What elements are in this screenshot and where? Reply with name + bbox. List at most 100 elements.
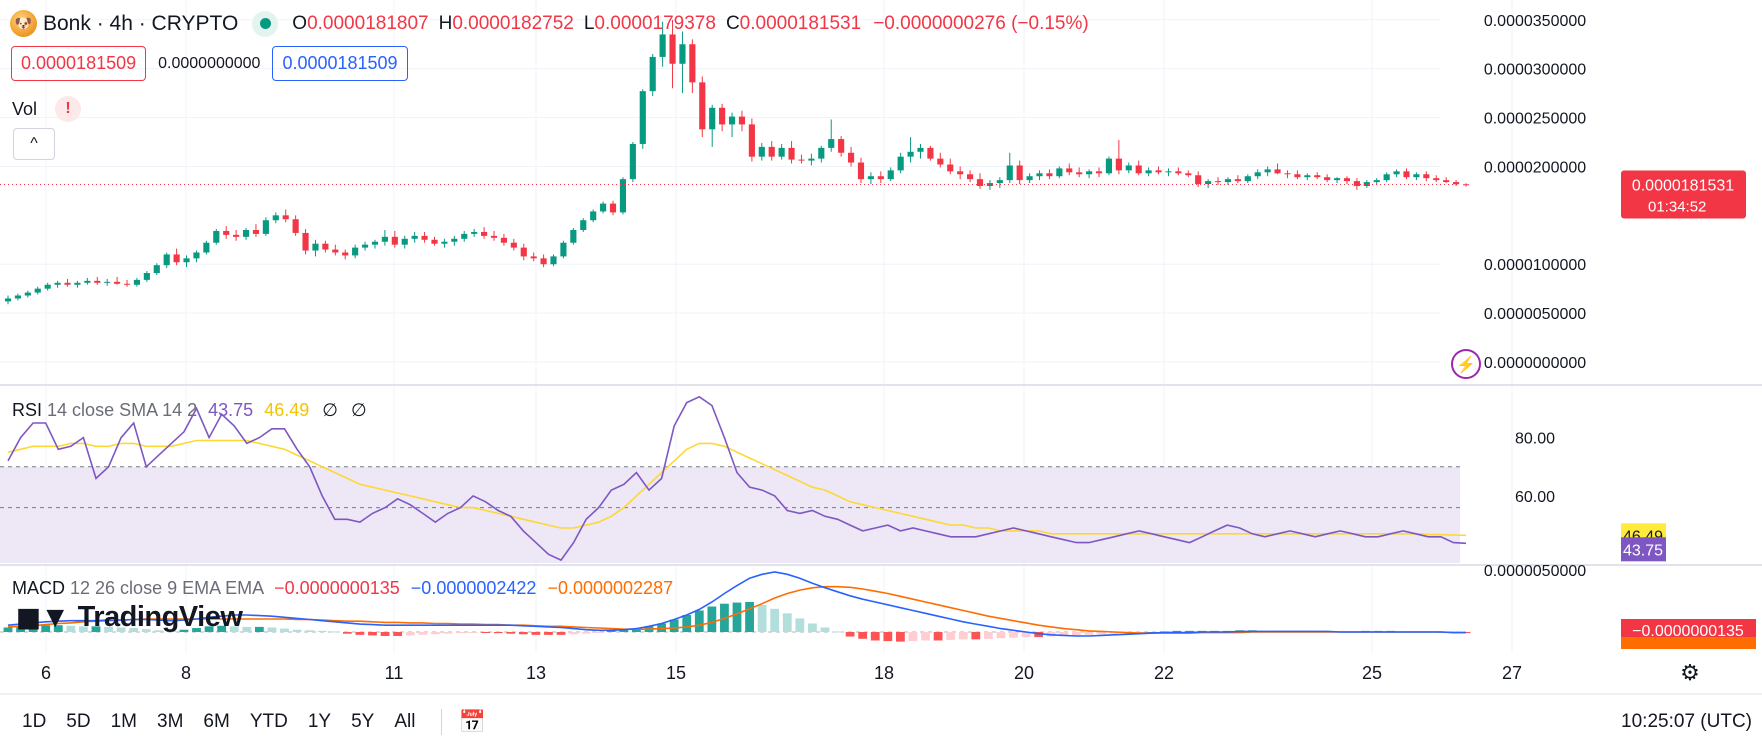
candle-body [471,231,478,234]
macd-histogram-bar [619,629,629,632]
macd-histogram-bar [141,629,151,632]
tradingview-logo[interactable]: ◼▼ TradingView [16,600,243,635]
macd-histogram-bar [921,632,930,641]
candle-body [1353,181,1360,186]
collapse-legend-button[interactable]: ^ [13,128,55,160]
macd-histogram-bar [393,632,403,636]
macd-histogram-bar [418,632,428,635]
candle-body [1155,170,1162,173]
macd-histogram-bar [1009,632,1018,638]
candle-body [282,215,289,220]
warning-icon[interactable]: ! [55,96,82,122]
price-axis-label: 0.0000000000 [1484,355,1586,372]
bonk-coin-icon[interactable]: 🐶 [10,10,37,37]
rsi-name: RSI [12,400,43,420]
candle-body [481,231,488,236]
candle-body [709,107,716,130]
ohlc-low-label: L [583,12,595,34]
candle-body [947,164,954,172]
macd-histogram-bar [254,626,264,632]
time-axis-label: 18 [874,663,894,683]
rsi-legend[interactable]: RSI 14 close SMA 14 2 43.75 46.49 ∅ ∅ [12,400,367,421]
sell-button[interactable]: 0.0000181509 [11,46,147,81]
macd-histogram-bar [858,632,868,639]
macd-histogram-bar [833,631,842,633]
candle-body [411,235,418,239]
candle-body [1443,180,1450,183]
spread-value: 0.0000000000 [158,54,261,72]
candle-body [401,238,408,245]
candle-body [451,238,458,242]
macd-histogram-bar [1185,630,1194,632]
candle-body [1343,178,1351,182]
macd-histogram-bar [1071,632,1081,636]
candle-body [34,288,41,293]
candle-body [252,230,260,234]
empty-set-icon: ∅ [322,400,338,420]
volume-label: Vol [12,98,38,119]
candle-body [163,254,170,266]
time-axis-label: 20 [1014,663,1034,683]
range-5d-button[interactable]: 5D [66,710,91,732]
macd-histogram-bar [317,630,327,632]
rsi-band [0,466,1460,563]
range-3m-button[interactable]: 3M [157,710,184,732]
macd-legend[interactable]: MACD 12 26 close 9 EMA EMA −0.0000000135… [12,578,673,599]
range-ytd-button[interactable]: YTD [249,710,288,732]
candle-body [193,252,200,259]
candle-body [342,252,349,256]
market-status-icon[interactable] [252,10,279,37]
macd-histogram-bar [154,630,164,632]
date-range-icon[interactable]: 📅 [458,708,486,734]
trade-buttons: 0.0000181509 0.0000000000 0.0000181509 [11,46,408,81]
candle-body [818,147,825,159]
candle-body [14,295,21,299]
ohlc-high-label: H [438,12,453,34]
macd-histogram-bar [91,626,101,632]
range-1m-button[interactable]: 1M [110,710,137,732]
candle-body [272,215,279,221]
candle-body [540,258,547,265]
macd-histogram-bar [531,632,541,635]
macd-histogram-bar [66,625,76,632]
candle-body [361,244,369,248]
range-1y-button[interactable]: 1Y [307,710,332,732]
symbol-title[interactable]: Bonk · 4h · CRYPTO [43,11,239,35]
macd-histogram-bar [569,632,579,635]
range-all-button[interactable]: All [394,710,416,732]
candle-body [104,281,111,283]
macd-histogram-bar [895,632,905,642]
range-5y-button[interactable]: 5Y [351,710,375,732]
candle-body [1214,181,1222,183]
candle-body [1036,173,1043,177]
macd-histogram-bar [204,626,214,632]
countdown-label: 01:34:52 [1648,199,1706,216]
macd-axis-label: 0.0000050000 [1484,563,1586,580]
candle-body [1314,175,1321,178]
candle-body [74,282,81,285]
macd-histogram-bar [242,626,252,632]
macd-histogram-bar [996,632,1006,639]
clock-time[interactable]: 10:25:07 (UTC) [1621,710,1752,732]
macd-histogram-bar [770,608,780,632]
macd-histogram-bar [983,632,993,639]
macd-histogram-bar [166,630,176,632]
range-6m-button[interactable]: 6M [203,710,230,732]
range-1d-button[interactable]: 1D [22,710,47,732]
candle-body [937,158,944,165]
ohlc-high-value: 0.0000182752 [452,12,574,34]
candle-body [352,247,359,256]
macd-histogram-bar [28,625,38,632]
buy-button[interactable]: 0.0000181509 [272,46,408,81]
candle-body [669,34,676,64]
ohlc-open-value: 0.0000181807 [307,12,429,34]
candle-body [857,162,865,180]
macd-histogram-bar [958,632,968,640]
settings-icon[interactable]: ⚙ [1680,660,1700,685]
candle-body [44,284,51,289]
macd-histogram-bar [1021,632,1031,638]
volume-legend[interactable]: Vol ! [12,96,82,122]
candle-body [490,235,498,238]
